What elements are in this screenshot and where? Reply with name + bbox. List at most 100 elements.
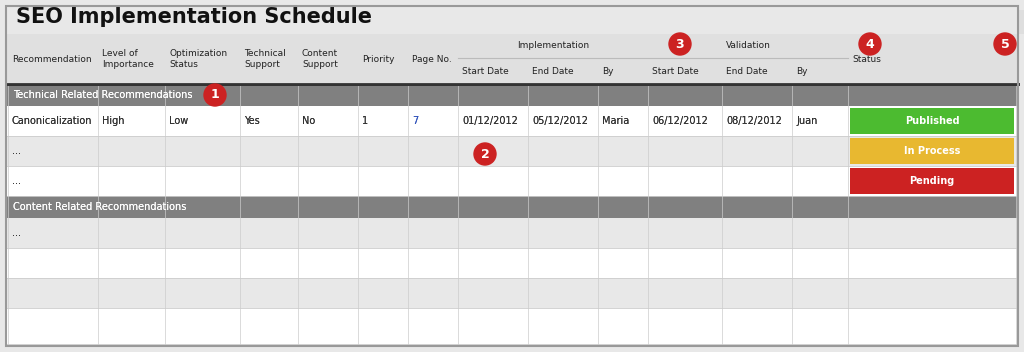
- Text: Priority: Priority: [362, 55, 394, 63]
- Text: 01/12/2012: 01/12/2012: [462, 116, 518, 126]
- Text: 2: 2: [480, 147, 489, 161]
- Text: 08/12/2012: 08/12/2012: [726, 116, 782, 126]
- Bar: [6, 308, 1018, 344]
- Text: Technical
Support: Technical Support: [244, 49, 286, 69]
- Text: Pending: Pending: [909, 176, 954, 186]
- Text: Canonicalization: Canonicalization: [12, 116, 92, 126]
- Text: Page No.: Page No.: [412, 55, 452, 63]
- Text: Content Related Recommendations: Content Related Recommendations: [13, 202, 186, 212]
- Bar: [6, 218, 1018, 248]
- Text: Start Date: Start Date: [462, 67, 509, 75]
- Text: In Process: In Process: [904, 146, 961, 156]
- Bar: [6, 0, 1018, 34]
- Bar: [240, 84, 298, 344]
- Text: ...: ...: [12, 146, 22, 156]
- Text: SEO Implementation Schedule: SEO Implementation Schedule: [16, 7, 372, 27]
- Bar: [6, 0, 1018, 34]
- Text: ...: ...: [12, 176, 22, 186]
- Bar: [98, 84, 165, 344]
- Text: 06/12/2012: 06/12/2012: [652, 116, 708, 126]
- Text: High: High: [102, 116, 125, 126]
- Bar: [458, 84, 528, 344]
- Text: Maria: Maria: [602, 116, 630, 126]
- Text: In Process: In Process: [904, 146, 961, 156]
- Text: 06/12/2012: 06/12/2012: [652, 116, 708, 126]
- Text: Priority: Priority: [362, 55, 394, 63]
- Text: By: By: [602, 67, 613, 75]
- Text: 01/12/2012: 01/12/2012: [462, 116, 518, 126]
- Bar: [850, 108, 1014, 134]
- Circle shape: [994, 33, 1016, 55]
- Text: Start Date: Start Date: [462, 67, 509, 75]
- Bar: [6, 136, 1018, 166]
- Text: Yes: Yes: [244, 116, 260, 126]
- Text: ...: ...: [12, 176, 22, 186]
- Bar: [850, 138, 1014, 164]
- Text: 1: 1: [362, 116, 368, 126]
- Text: 05/12/2012: 05/12/2012: [532, 116, 588, 126]
- Text: Implementation: Implementation: [517, 42, 589, 50]
- Text: No: No: [302, 116, 315, 126]
- Text: End Date: End Date: [532, 67, 573, 75]
- Circle shape: [474, 143, 496, 165]
- Text: 1: 1: [211, 88, 219, 101]
- Text: Maria: Maria: [602, 116, 630, 126]
- Text: 5: 5: [1000, 38, 1010, 50]
- Text: High: High: [102, 116, 125, 126]
- Circle shape: [669, 33, 691, 55]
- Text: 05/12/2012: 05/12/2012: [532, 116, 588, 126]
- Bar: [358, 84, 408, 344]
- Text: By: By: [796, 67, 808, 75]
- Bar: [6, 84, 1018, 106]
- Text: End Date: End Date: [532, 67, 573, 75]
- Text: By: By: [796, 67, 808, 75]
- Text: Recommendation: Recommendation: [12, 55, 91, 63]
- Bar: [6, 106, 1018, 136]
- Text: Status: Status: [852, 55, 881, 63]
- Text: Canonicalization: Canonicalization: [12, 116, 92, 126]
- Bar: [850, 168, 1014, 194]
- Text: ...: ...: [12, 228, 22, 238]
- Bar: [294, 10, 1024, 34]
- Bar: [850, 138, 1014, 164]
- Bar: [6, 278, 1018, 308]
- Bar: [6, 196, 1018, 218]
- Bar: [850, 168, 1014, 194]
- Bar: [6, 166, 1018, 196]
- Text: Level of
Importance: Level of Importance: [102, 49, 154, 69]
- Text: Recommendation: Recommendation: [12, 55, 91, 63]
- Bar: [598, 84, 648, 344]
- Text: Content
Support: Content Support: [302, 49, 338, 69]
- Bar: [6, 34, 1018, 84]
- Bar: [722, 84, 792, 344]
- Text: Yes: Yes: [244, 116, 260, 126]
- Text: Optimization
Status: Optimization Status: [169, 49, 227, 69]
- Bar: [850, 108, 1014, 134]
- Text: 4: 4: [865, 38, 874, 50]
- Bar: [848, 84, 1016, 344]
- Bar: [6, 34, 1018, 84]
- Text: Technical Related Recommendations: Technical Related Recommendations: [13, 90, 193, 100]
- Text: 08/12/2012: 08/12/2012: [726, 116, 782, 126]
- Text: Validation: Validation: [726, 42, 770, 50]
- Text: 7: 7: [412, 116, 418, 126]
- Text: Start Date: Start Date: [652, 67, 698, 75]
- Text: Level of
Importance: Level of Importance: [102, 49, 154, 69]
- Text: 1: 1: [362, 116, 368, 126]
- Text: Juan: Juan: [796, 116, 817, 126]
- Circle shape: [204, 84, 226, 106]
- Text: Low: Low: [169, 116, 188, 126]
- Text: By: By: [602, 67, 613, 75]
- Text: Juan: Juan: [796, 116, 817, 126]
- Bar: [6, 248, 1018, 278]
- Text: Validation: Validation: [726, 42, 770, 50]
- Text: ...: ...: [12, 146, 22, 156]
- Text: Content
Support: Content Support: [302, 49, 338, 69]
- Text: Content Related Recommendations: Content Related Recommendations: [13, 202, 186, 212]
- Text: ...: ...: [12, 228, 22, 238]
- Text: Page No.: Page No.: [412, 55, 452, 63]
- Text: No: No: [302, 116, 315, 126]
- Text: Technical
Support: Technical Support: [244, 49, 286, 69]
- Text: Implementation: Implementation: [517, 42, 589, 50]
- Text: Optimization
Status: Optimization Status: [169, 49, 227, 69]
